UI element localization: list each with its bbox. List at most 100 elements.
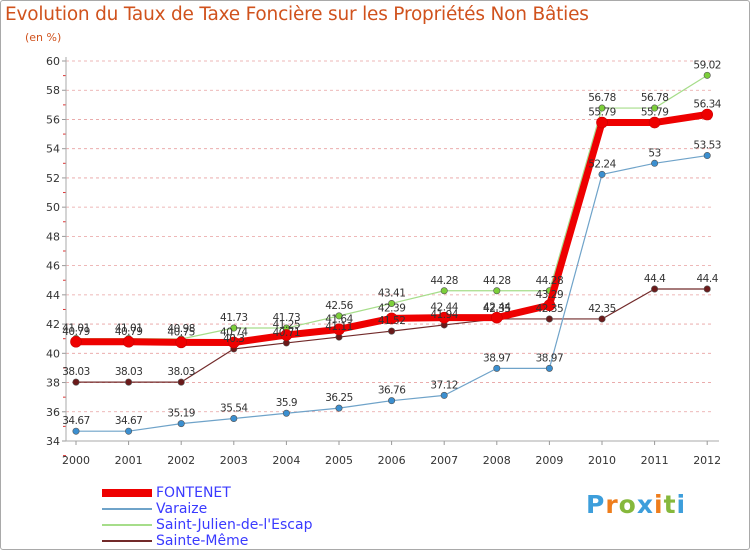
data-point bbox=[70, 335, 82, 348]
y-tick-label: 52 bbox=[46, 172, 60, 185]
y-tick-label: 42 bbox=[46, 318, 60, 331]
data-label: 56.34 bbox=[693, 98, 721, 110]
legend-label: Varaize bbox=[156, 501, 208, 517]
data-point bbox=[388, 397, 396, 405]
data-point bbox=[598, 315, 606, 323]
data-label: 55.79 bbox=[588, 107, 616, 119]
data-point bbox=[440, 391, 448, 399]
data-point bbox=[703, 71, 711, 79]
y-tick-label: 34 bbox=[46, 435, 60, 448]
data-label: 35.9 bbox=[276, 397, 297, 409]
data-label: 36.25 bbox=[325, 392, 353, 404]
data-point bbox=[175, 336, 187, 349]
data-label: 41.01 bbox=[62, 323, 90, 335]
data-point bbox=[598, 170, 606, 178]
data-label: 41.25 bbox=[273, 319, 301, 331]
data-label: 38.97 bbox=[483, 352, 511, 364]
data-label: 43.41 bbox=[378, 287, 406, 299]
legend-item: Sainte-Même bbox=[102, 533, 312, 549]
legend-label: Saint-Julien-de-l'Escap bbox=[156, 517, 313, 533]
logo-letter: i bbox=[676, 490, 687, 519]
legend-label: FONTENET bbox=[156, 485, 231, 501]
y-tick-label: 48 bbox=[46, 230, 60, 243]
data-label: 59.02 bbox=[693, 59, 721, 71]
logo-letter: i bbox=[654, 490, 664, 519]
data-label: 55.79 bbox=[641, 107, 669, 119]
data-label: 40.74 bbox=[220, 326, 248, 338]
data-point bbox=[385, 312, 398, 325]
data-label: 44.28 bbox=[536, 275, 564, 287]
data-label: 42.44 bbox=[430, 302, 458, 314]
data-label: 38.03 bbox=[167, 366, 195, 378]
data-point bbox=[335, 312, 343, 320]
data-point bbox=[490, 311, 503, 324]
data-point bbox=[230, 324, 238, 332]
data-label: 42.35 bbox=[483, 303, 511, 315]
y-axis-unit: (en %) bbox=[25, 31, 62, 44]
data-point bbox=[335, 404, 343, 412]
x-tick-label: 2001 bbox=[115, 454, 143, 467]
legend-swatch bbox=[102, 540, 152, 542]
data-label: 40.71 bbox=[273, 327, 301, 339]
y-tick-label: 56 bbox=[46, 113, 60, 126]
logo-letter: t bbox=[663, 490, 677, 519]
data-label: 41.73 bbox=[273, 312, 301, 324]
chart-title: Evolution du Taux de Taxe Foncière sur l… bbox=[5, 4, 589, 25]
data-point bbox=[651, 159, 659, 167]
data-point bbox=[72, 378, 80, 386]
data-point bbox=[701, 108, 714, 121]
y-tick-label: 60 bbox=[46, 55, 60, 68]
x-tick-label: 2002 bbox=[167, 454, 195, 467]
data-point bbox=[282, 409, 290, 417]
data-label: 42.39 bbox=[378, 302, 406, 314]
data-label: 38.03 bbox=[62, 366, 90, 378]
data-point bbox=[388, 327, 396, 335]
y-tick-label: 44 bbox=[46, 289, 60, 302]
data-label: 36.76 bbox=[378, 385, 406, 397]
logo-letter: r bbox=[605, 490, 619, 519]
data-point bbox=[230, 414, 238, 422]
y-tick-label: 38 bbox=[46, 377, 60, 390]
x-tick-label: 2008 bbox=[483, 454, 511, 467]
data-label: 44.4 bbox=[697, 273, 719, 285]
legend-label: Sainte-Même bbox=[156, 533, 249, 549]
data-label: 41.01 bbox=[115, 323, 143, 335]
data-label: 42.35 bbox=[588, 303, 616, 315]
data-label: 35.19 bbox=[167, 408, 195, 420]
x-tick-label: 2007 bbox=[430, 454, 458, 467]
data-label: 41.11 bbox=[325, 321, 353, 333]
data-label: 42.35 bbox=[536, 303, 564, 315]
data-label: 52.24 bbox=[588, 158, 616, 170]
data-point bbox=[651, 104, 659, 112]
data-label: 38.03 bbox=[115, 366, 143, 378]
y-tick-label: 58 bbox=[46, 84, 60, 97]
data-point bbox=[545, 315, 553, 323]
legend-swatch bbox=[102, 508, 152, 510]
data-label: 43.29 bbox=[536, 289, 564, 301]
legend-swatch bbox=[102, 489, 152, 497]
data-point bbox=[122, 335, 135, 348]
data-label: 40.79 bbox=[115, 326, 143, 338]
legend-item: FONTENET bbox=[102, 485, 312, 501]
data-point bbox=[440, 287, 448, 295]
data-point bbox=[177, 378, 185, 386]
data-point bbox=[177, 420, 185, 428]
data-point bbox=[703, 285, 711, 293]
data-point bbox=[493, 287, 501, 295]
data-point bbox=[280, 329, 293, 341]
y-tick-label: 50 bbox=[46, 201, 60, 214]
data-point bbox=[651, 285, 659, 293]
data-point bbox=[228, 336, 240, 349]
data-label: 41.73 bbox=[220, 312, 248, 324]
x-tick-label: 2000 bbox=[62, 454, 90, 467]
x-tick-label: 2003 bbox=[220, 454, 248, 467]
data-label: 42.44 bbox=[483, 302, 511, 314]
y-tick-label: 40 bbox=[46, 347, 60, 360]
data-label: 41.64 bbox=[325, 313, 353, 325]
x-tick-label: 2011 bbox=[641, 454, 669, 467]
data-label: 34.67 bbox=[115, 415, 143, 427]
data-label: 44.28 bbox=[483, 275, 511, 287]
data-point bbox=[438, 311, 451, 324]
